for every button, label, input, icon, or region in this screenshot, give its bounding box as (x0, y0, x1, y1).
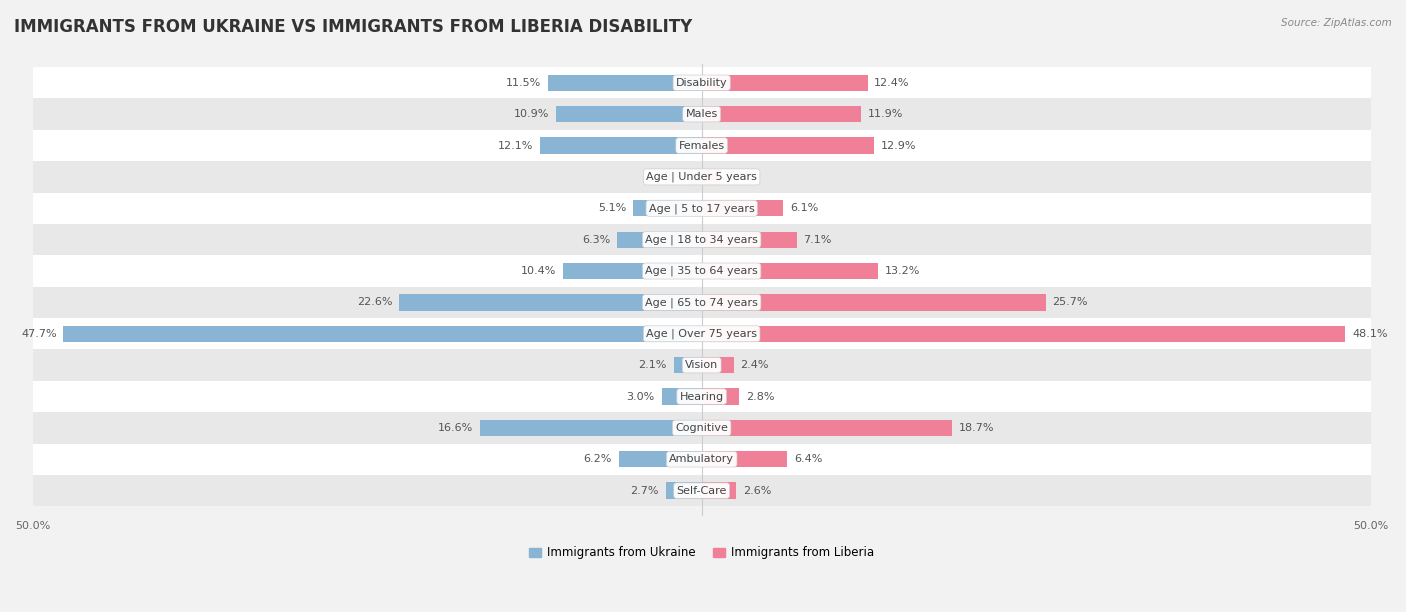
Text: 6.3%: 6.3% (582, 234, 610, 245)
Legend: Immigrants from Ukraine, Immigrants from Liberia: Immigrants from Ukraine, Immigrants from… (524, 542, 879, 564)
FancyBboxPatch shape (32, 161, 1371, 193)
Bar (562, 263, 702, 279)
FancyBboxPatch shape (32, 224, 1371, 255)
Text: Age | 65 to 74 years: Age | 65 to 74 years (645, 297, 758, 308)
Bar (617, 231, 702, 248)
Text: Age | Under 5 years: Age | Under 5 years (647, 171, 756, 182)
FancyBboxPatch shape (32, 475, 1371, 506)
FancyBboxPatch shape (32, 67, 1371, 99)
FancyBboxPatch shape (32, 412, 1371, 444)
Text: 13.2%: 13.2% (884, 266, 921, 276)
Text: 6.2%: 6.2% (583, 454, 612, 465)
Bar (702, 137, 875, 154)
FancyBboxPatch shape (32, 99, 1371, 130)
Text: 11.9%: 11.9% (868, 109, 903, 119)
Bar (555, 106, 702, 122)
Text: Age | Over 75 years: Age | Over 75 years (647, 329, 758, 339)
Bar (662, 389, 702, 405)
Bar (702, 326, 1346, 342)
Text: 11.5%: 11.5% (506, 78, 541, 88)
Text: Age | 18 to 34 years: Age | 18 to 34 years (645, 234, 758, 245)
Bar (548, 75, 702, 91)
Text: Vision: Vision (685, 360, 718, 370)
Bar (702, 294, 1046, 310)
Text: Hearing: Hearing (679, 392, 724, 401)
Text: Ambulatory: Ambulatory (669, 454, 734, 465)
Bar (702, 106, 860, 122)
Text: 48.1%: 48.1% (1353, 329, 1388, 339)
Text: 6.1%: 6.1% (790, 203, 818, 214)
Bar (540, 137, 702, 154)
Bar (689, 169, 702, 185)
Text: 10.9%: 10.9% (513, 109, 550, 119)
Text: 1.0%: 1.0% (654, 172, 682, 182)
FancyBboxPatch shape (32, 381, 1371, 412)
Text: Age | 5 to 17 years: Age | 5 to 17 years (648, 203, 755, 214)
Bar (634, 200, 702, 217)
Text: Disability: Disability (676, 78, 727, 88)
Bar (63, 326, 702, 342)
Text: 7.1%: 7.1% (803, 234, 832, 245)
Text: Males: Males (686, 109, 718, 119)
Text: 2.4%: 2.4% (741, 360, 769, 370)
Text: 1.4%: 1.4% (727, 172, 755, 182)
Bar (702, 389, 740, 405)
Bar (702, 231, 797, 248)
Text: 47.7%: 47.7% (21, 329, 56, 339)
Text: 2.8%: 2.8% (745, 392, 775, 401)
Text: 3.0%: 3.0% (627, 392, 655, 401)
Bar (619, 451, 702, 468)
Bar (702, 420, 952, 436)
Text: Self-Care: Self-Care (676, 486, 727, 496)
Text: 16.6%: 16.6% (437, 423, 472, 433)
Text: 12.9%: 12.9% (882, 141, 917, 151)
Text: 22.6%: 22.6% (357, 297, 392, 307)
Text: 6.4%: 6.4% (794, 454, 823, 465)
Text: 2.6%: 2.6% (744, 486, 772, 496)
Text: 2.1%: 2.1% (638, 360, 666, 370)
Text: Age | 35 to 64 years: Age | 35 to 64 years (645, 266, 758, 276)
Bar (702, 200, 783, 217)
Bar (702, 451, 787, 468)
Bar (673, 357, 702, 373)
Bar (702, 357, 734, 373)
FancyBboxPatch shape (32, 193, 1371, 224)
Bar (399, 294, 702, 310)
Text: 12.4%: 12.4% (875, 78, 910, 88)
Bar (665, 482, 702, 499)
Text: 12.1%: 12.1% (498, 141, 533, 151)
FancyBboxPatch shape (32, 349, 1371, 381)
Bar (479, 420, 702, 436)
Bar (702, 482, 737, 499)
Bar (702, 263, 879, 279)
Text: Source: ZipAtlas.com: Source: ZipAtlas.com (1281, 18, 1392, 28)
Text: 18.7%: 18.7% (959, 423, 994, 433)
Bar (702, 169, 720, 185)
Text: IMMIGRANTS FROM UKRAINE VS IMMIGRANTS FROM LIBERIA DISABILITY: IMMIGRANTS FROM UKRAINE VS IMMIGRANTS FR… (14, 18, 692, 36)
FancyBboxPatch shape (32, 318, 1371, 349)
FancyBboxPatch shape (32, 255, 1371, 286)
Text: Females: Females (679, 141, 724, 151)
Text: 5.1%: 5.1% (599, 203, 627, 214)
Text: 2.7%: 2.7% (630, 486, 659, 496)
Bar (702, 75, 868, 91)
Text: 25.7%: 25.7% (1052, 297, 1088, 307)
Text: 10.4%: 10.4% (520, 266, 555, 276)
FancyBboxPatch shape (32, 286, 1371, 318)
FancyBboxPatch shape (32, 444, 1371, 475)
Text: Cognitive: Cognitive (675, 423, 728, 433)
FancyBboxPatch shape (32, 130, 1371, 161)
